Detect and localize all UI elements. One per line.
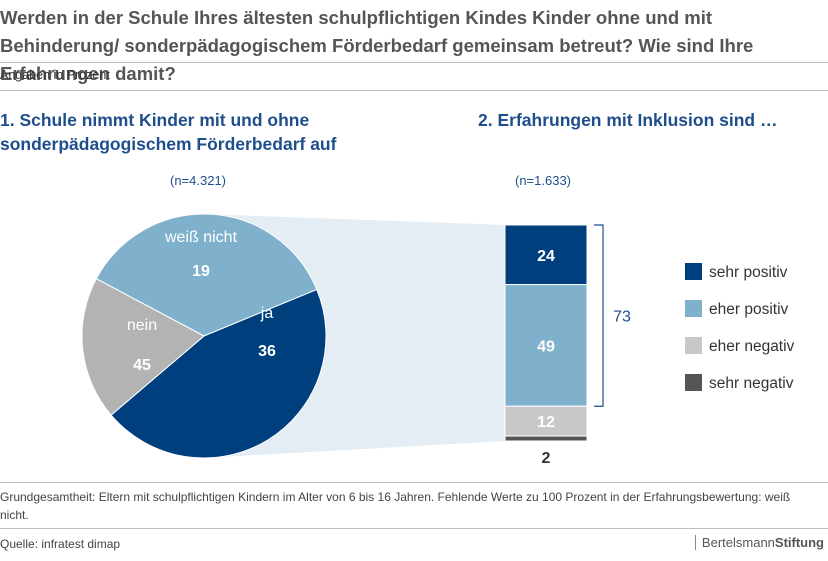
legend-label-eher-positiv: eher positiv [709, 301, 789, 318]
legend-swatch-sehr-negativ [685, 374, 702, 391]
legend-swatch-eher-negativ [685, 337, 702, 354]
bar-segment-sehr-positiv [504, 224, 588, 286]
logo-part1: Bertelsmann [701, 535, 775, 550]
bar-value-eher-positiv: 49 [537, 338, 555, 355]
pie-label-ja: ja [260, 305, 274, 322]
logo-part2: Stiftung [774, 535, 824, 550]
pie-slice-ja [95, 213, 318, 337]
pie-label-weiss-nicht: weiß nicht [164, 229, 238, 246]
pie-label-nein: nein [127, 317, 157, 334]
title-divider [0, 62, 828, 63]
legend-label-eher-negativ: eher negativ [709, 338, 795, 355]
footnote-divider [0, 482, 828, 483]
bar-value-sehr-positiv: 24 [537, 248, 555, 265]
bar-segment-eher-negativ [504, 405, 588, 437]
pie-slice-nein [110, 288, 327, 459]
subnote-divider [0, 90, 828, 91]
bar-value-sehr-negativ: 2 [542, 450, 551, 467]
legend-label-sehr-negativ: sehr negativ [709, 375, 794, 392]
pie-heading: 1. Schule nimmt Kinder mit und ohne sond… [0, 110, 337, 154]
bar-heading: 2. Erfahrungen mit Inklusion sind … [478, 110, 778, 130]
bracket-total-label: 73 [613, 309, 631, 326]
brand-logo: BertelsmannStiftung [694, 535, 824, 550]
footnote: Grundgesamtheit: Eltern mit schulpflicht… [0, 490, 791, 522]
pie-value-weiss-nicht: 19 [192, 263, 210, 280]
pie-slice-weiss-nicht [81, 278, 205, 416]
pie-value-ja: 36 [258, 343, 276, 360]
source-label: Quelle: infratest dimap [0, 537, 121, 551]
bracket-positive [594, 224, 604, 407]
legend-label-sehr-positiv: sehr positiv [709, 264, 788, 281]
chart-title: Werden in der Schule Ihres ältesten schu… [0, 7, 754, 84]
bar-segment-eher-positiv [504, 284, 588, 407]
source-divider [0, 528, 828, 529]
pie-value-nein: 45 [133, 357, 151, 374]
unit-note: Angaben in Prozent [0, 68, 110, 82]
bar-segment-sehr-negativ [504, 435, 588, 442]
pie-n-label: (n=4.321) [170, 173, 227, 188]
bar-value-eher-negativ: 12 [537, 414, 555, 431]
legend-swatch-sehr-positiv [685, 263, 702, 280]
bar-n-label: (n=1.633) [515, 173, 572, 188]
legend-swatch-eher-positiv [685, 300, 702, 317]
